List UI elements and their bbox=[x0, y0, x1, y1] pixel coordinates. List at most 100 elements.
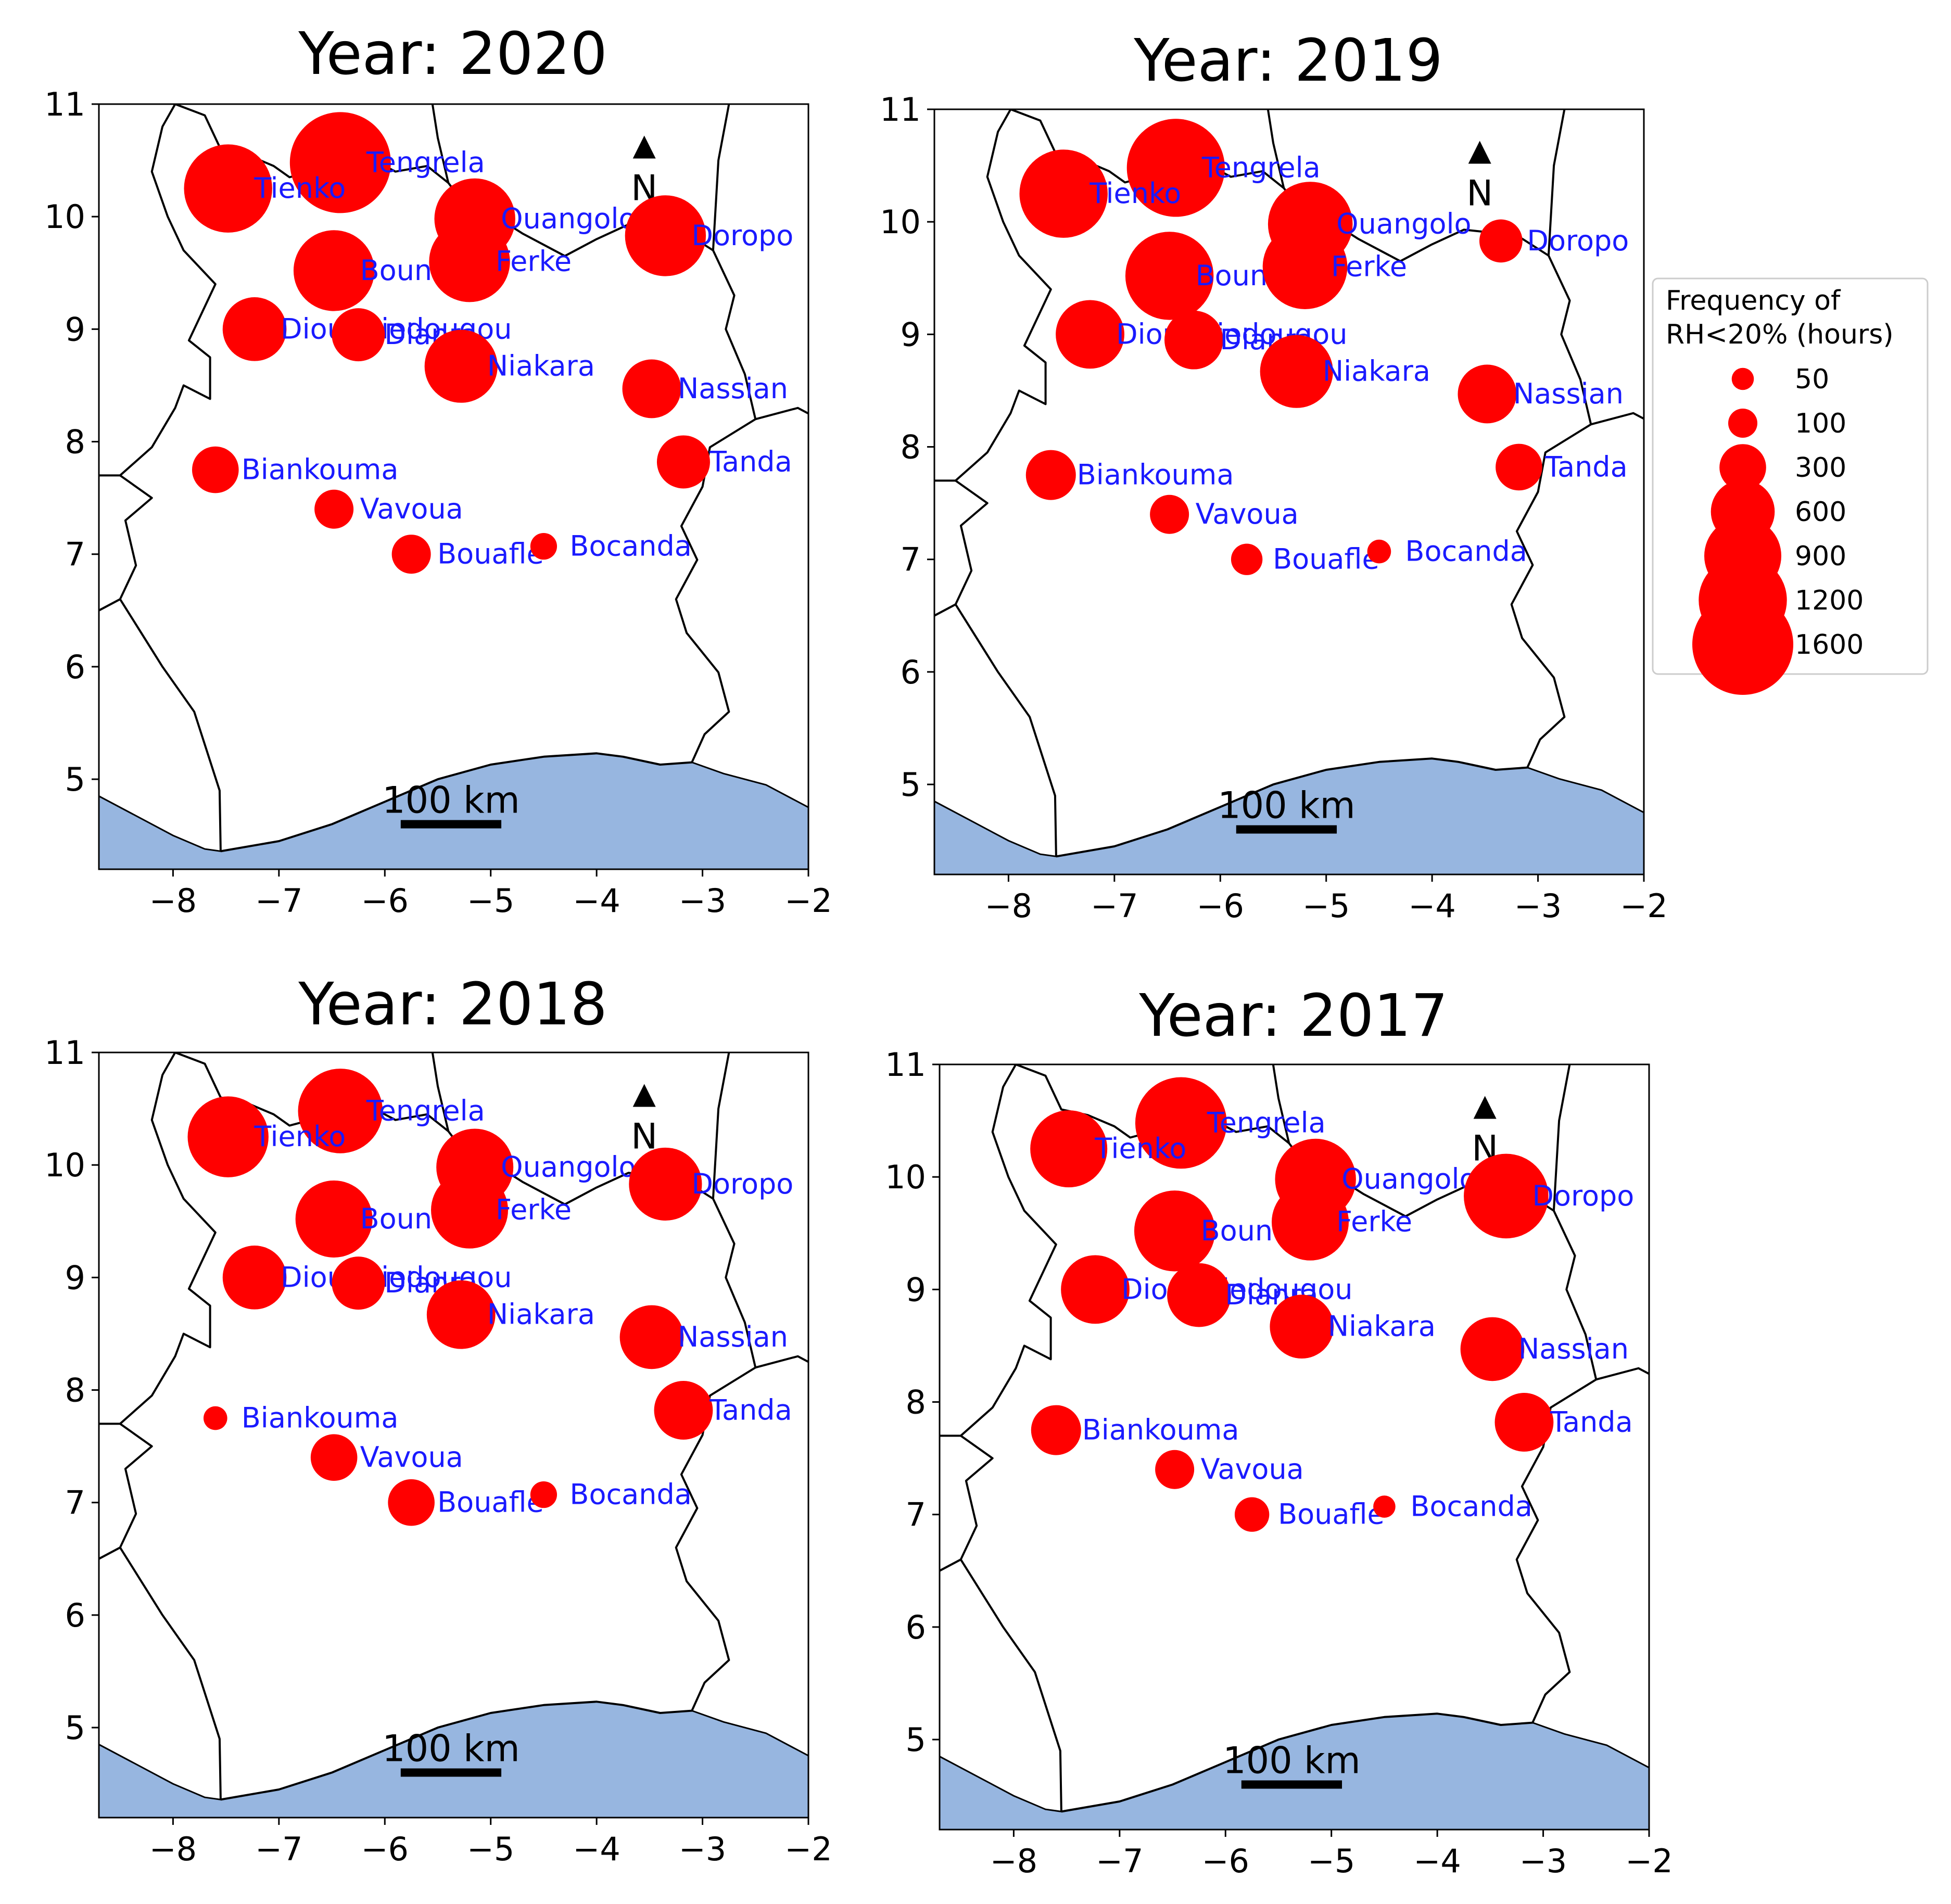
station-label: Ferke bbox=[1336, 1205, 1412, 1238]
neighbor-border bbox=[1590, 412, 1644, 426]
y-tick-label: 8 bbox=[65, 1372, 85, 1410]
x-tick-label: −7 bbox=[1091, 887, 1138, 925]
neighbor-border bbox=[755, 1355, 808, 1369]
coastline bbox=[940, 1712, 1649, 1812]
station-point bbox=[1367, 539, 1391, 564]
map-panel-2019: Year: 2019 −8 −7 −6 −5 −4 −3 −2 5 6 7 8 9 10 11 N 100 km… bbox=[880, 27, 1668, 925]
station-point bbox=[1155, 1450, 1195, 1489]
station-point bbox=[391, 535, 431, 574]
station-label: Tienko bbox=[254, 1120, 346, 1153]
x-tick-label: −7 bbox=[1096, 1842, 1143, 1880]
station-point bbox=[1272, 1183, 1349, 1261]
station-point bbox=[289, 112, 391, 213]
y-tick-label: 11 bbox=[44, 1034, 85, 1072]
station-point bbox=[622, 359, 681, 418]
y-tick-label: 7 bbox=[65, 536, 85, 574]
x-tick-label: −7 bbox=[255, 882, 302, 920]
ocean-area bbox=[934, 758, 1644, 874]
station-point bbox=[1125, 232, 1214, 320]
y-tick-label: 10 bbox=[885, 1158, 926, 1196]
station-label: Vavoua bbox=[1196, 498, 1299, 530]
x-tick-label: −8 bbox=[149, 882, 197, 920]
x-tick-label: −2 bbox=[784, 1830, 832, 1868]
station-label: Tanda bbox=[709, 445, 792, 478]
station-point bbox=[1231, 543, 1263, 575]
x-tick-label: −6 bbox=[361, 1830, 409, 1868]
station-point bbox=[656, 435, 710, 489]
station-label: Vavoua bbox=[1201, 1453, 1304, 1486]
station-label: Bocanda bbox=[1410, 1490, 1532, 1523]
station-point bbox=[293, 230, 375, 311]
station-point bbox=[424, 329, 498, 403]
station-point bbox=[1164, 310, 1223, 370]
station-label: Tanda bbox=[1544, 450, 1628, 483]
axes-frame bbox=[98, 1051, 809, 1819]
station-label: Ferke bbox=[496, 245, 572, 278]
y-tick-label: 5 bbox=[906, 1721, 926, 1759]
station-point bbox=[1025, 450, 1076, 500]
y-tick-label: 10 bbox=[880, 203, 921, 241]
north-label: N bbox=[1466, 173, 1493, 214]
station-label: Tengrela bbox=[1207, 1106, 1326, 1139]
neighbor-border bbox=[1272, 1064, 1290, 1144]
x-tick-label: −3 bbox=[679, 1830, 726, 1868]
x-tick-label: −7 bbox=[255, 1830, 302, 1868]
x-tick-label: −2 bbox=[1620, 887, 1667, 925]
station-point bbox=[1031, 1405, 1081, 1455]
x-tick-label: −4 bbox=[1413, 1842, 1461, 1880]
station-point bbox=[1458, 364, 1517, 424]
station-point bbox=[530, 1481, 558, 1508]
ocean-area bbox=[99, 1702, 808, 1818]
neighbor-border bbox=[1552, 1064, 1571, 1211]
station-label: Bouafle bbox=[437, 538, 544, 570]
station-point bbox=[314, 489, 354, 529]
station-point bbox=[1030, 1110, 1108, 1188]
station-point bbox=[429, 221, 510, 302]
station-point bbox=[625, 195, 706, 276]
legend-marker bbox=[1719, 444, 1766, 491]
station-point bbox=[1126, 119, 1225, 217]
x-tick-label: −8 bbox=[990, 1842, 1037, 1880]
station-label: Bocanda bbox=[569, 530, 691, 563]
station-point bbox=[431, 1171, 509, 1249]
station-point bbox=[222, 1246, 287, 1310]
panel-title: Year: 2019 bbox=[1133, 27, 1443, 95]
legend-label: 900 bbox=[1795, 541, 1846, 572]
station-label: Bocanda bbox=[569, 1478, 691, 1511]
legend-label: 300 bbox=[1795, 452, 1846, 484]
station-point bbox=[1373, 1495, 1396, 1518]
station-label: Bouafle bbox=[1278, 1498, 1385, 1531]
neighbor-border bbox=[1010, 109, 1012, 110]
y-tick-label: 6 bbox=[906, 1608, 926, 1646]
neighbor-border bbox=[431, 104, 450, 183]
station-label: Tanda bbox=[709, 1393, 792, 1426]
station-point bbox=[298, 1069, 383, 1153]
y-tick-label: 10 bbox=[44, 1146, 85, 1184]
y-tick-label: 5 bbox=[65, 1709, 85, 1747]
station-point bbox=[332, 308, 385, 362]
coastline bbox=[99, 752, 808, 852]
x-tick-label: −6 bbox=[1202, 1842, 1249, 1880]
station-point bbox=[187, 1096, 269, 1177]
coastline bbox=[934, 757, 1644, 857]
neighbor-border bbox=[712, 1052, 730, 1199]
station-label: Ouangolo bbox=[1341, 1163, 1476, 1196]
station-point bbox=[184, 144, 272, 233]
neighbor-border bbox=[1547, 109, 1566, 256]
y-tick-label: 8 bbox=[906, 1383, 926, 1421]
station-label: Ouangolo bbox=[1336, 208, 1471, 240]
station-label: Niakara bbox=[1323, 355, 1430, 388]
station-label: Ouangolo bbox=[501, 1151, 636, 1184]
panel-title: Year: 2018 bbox=[298, 971, 607, 1038]
station-point bbox=[388, 1479, 435, 1526]
station-point bbox=[426, 1280, 496, 1349]
north-arrow-icon bbox=[1473, 1096, 1497, 1119]
scale-bar-label: 100 km bbox=[1218, 784, 1355, 827]
station-label: Niakara bbox=[1328, 1310, 1436, 1343]
station-label: Ouangolo bbox=[501, 202, 636, 235]
station-label: Biankouma bbox=[242, 1402, 399, 1435]
legend-title-line2: RH<20% (hours) bbox=[1666, 319, 1894, 350]
neighbor-border bbox=[99, 1546, 121, 1560]
station-label: Biankouma bbox=[1082, 1414, 1239, 1446]
y-tick-label: 11 bbox=[885, 1046, 926, 1084]
